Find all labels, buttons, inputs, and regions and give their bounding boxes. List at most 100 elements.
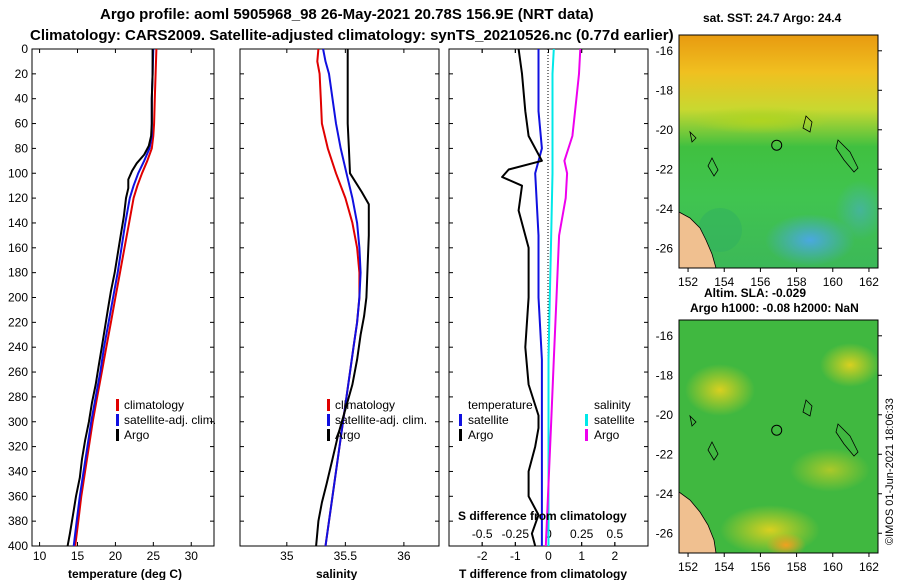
t-difference-tick-label: -1: [510, 549, 521, 563]
map-lat-tick-label: -16: [656, 44, 674, 58]
sst-map-axes: 152 154 156 158 160 162 -16 -18 -20 -22 -24 -26: [656, 44, 882, 289]
map-lat-tick-label: -16: [656, 329, 674, 343]
depth-tick-label: 120: [8, 191, 28, 205]
sst-warm-band: [690, 106, 830, 134]
depth-tick-label: 180: [8, 266, 28, 280]
map-lat-tick-label: -22: [656, 447, 674, 461]
legend-title-salinity: salinity: [594, 398, 631, 412]
map-lon-tick-label: 160: [823, 560, 843, 574]
legend-label-t-satellite: satellite: [468, 413, 509, 427]
s-difference-tick-label: 0.5: [606, 527, 623, 541]
depth-tick-label: 300: [8, 415, 28, 429]
argo-position-marker: [771, 139, 783, 151]
imos-credit: ©IMOS 01-Jun-2021 18:06:33: [884, 398, 896, 545]
map-lat-tick-label: -20: [656, 123, 674, 137]
salinity-x-axis: 35 35.5 36: [280, 49, 411, 563]
legend-swatch-argo: [116, 429, 119, 441]
map-lon-tick-label: 162: [859, 275, 879, 289]
depth-tick-label: 200: [8, 291, 28, 305]
legend-label-satellite: satellite-adj. clim.: [124, 413, 216, 427]
temperature-line-climatology: [74, 48, 158, 547]
legend-swatch-climatology: [327, 399, 330, 411]
s-difference-tick-label: 0.25: [570, 527, 594, 541]
map-lat-tick-label: -20: [656, 408, 674, 422]
salinity-legend: climatology satellite-adj. clim. Argo: [327, 398, 427, 442]
map-lon-tick-label: 158: [787, 275, 807, 289]
sst-map-frame: [678, 34, 879, 269]
depth-axis: 0 20 40 60 80 100 120 140 160 180 200 220 240 260 280 3…: [8, 42, 648, 553]
sla-high-patch: [685, 364, 755, 416]
land-australia: [679, 491, 717, 553]
depth-tick-label: 140: [8, 216, 28, 230]
t-difference-tick-label: 0: [545, 549, 552, 563]
depth-tick-label: 360: [8, 489, 28, 503]
legend-swatch-argo: [327, 429, 330, 441]
s-difference-tick-label: -0.25: [502, 527, 530, 541]
legend-swatch-satellite: [116, 414, 119, 426]
t-difference-tick-label: 2: [611, 549, 618, 563]
depth-tick-label: 60: [15, 117, 29, 131]
legend-label-s-satellite: satellite: [594, 413, 635, 427]
land-australia: [679, 211, 717, 268]
depth-tick-label: 280: [8, 390, 28, 404]
temperature-panel: 0204060801001201401601802002202402602803…: [8, 42, 648, 580]
salinity-panel: 35 35.5 36 salinity climatology satellite-…: [239, 48, 440, 580]
map-lon-tick-label: 152: [678, 275, 698, 289]
t-difference-tick-label: -2: [477, 549, 488, 563]
sla-map-title-line-1: Altim. SLA: -0.029: [704, 286, 806, 300]
sst-map-field: [679, 35, 878, 268]
salinity-tick-label: 35.5: [334, 549, 358, 563]
difference-line-salinity-argo: [544, 48, 582, 547]
difference-line-salinity-satellite: [547, 48, 555, 546]
salinity-line-satellite: [322, 48, 362, 547]
sla-high-patch: [820, 343, 878, 387]
legend-swatch-satellite: [327, 414, 330, 426]
reef-contours: [689, 399, 859, 461]
legend-swatch-s-argo: [585, 429, 588, 441]
map-lat-tick-label: -26: [656, 241, 674, 255]
sla-map-title-line-2: Argo h1000: -0.08 h2000: NaN: [690, 301, 859, 315]
depth-tick-label: 80: [15, 141, 29, 155]
map-lat-tick-label: -24: [656, 487, 674, 501]
t-difference-label: T difference from climatology: [459, 567, 627, 580]
depth-tick-label: 400: [8, 539, 28, 553]
map-lat-tick-label: -18: [656, 83, 674, 97]
temperature-tick-label: 15: [71, 549, 85, 563]
reef-contours: [689, 115, 859, 177]
sst-coastal-patch: [698, 208, 742, 252]
temperature-series: [66, 48, 158, 547]
map-lon-tick-label: 162: [859, 560, 879, 574]
temperature-x-axis: 10 15 20 25 30: [33, 49, 198, 563]
depth-tick-label: 240: [8, 340, 28, 354]
difference-series: [501, 48, 582, 547]
depth-tick-label: 340: [8, 464, 28, 478]
map-lat-tick-label: -26: [656, 526, 674, 540]
argo-position-marker: [771, 424, 783, 436]
temperature-frame: [31, 48, 215, 547]
legend-label-climatology: climatology: [124, 398, 184, 412]
temperature-tick-label: 20: [109, 549, 123, 563]
sla-map: Altim. SLA: -0.029 Argo h1000: -0.08 h20…: [656, 286, 882, 574]
s-difference-tick-label: -0.5: [472, 527, 493, 541]
depth-tick-label: 260: [8, 365, 28, 379]
legend-label-argo: Argo: [124, 428, 150, 442]
salinity-line-climatology: [316, 48, 361, 547]
salinity-series: [315, 48, 370, 547]
sla-map-axes: 152 154 156 158 160 162 -16 -18 -20 -22 -24 -26: [656, 329, 882, 574]
legend-label-argo: Argo: [335, 428, 361, 442]
salinity-tick-label: 36: [397, 549, 411, 563]
map-lon-tick-label: 156: [750, 275, 770, 289]
legend-swatch-climatology: [116, 399, 119, 411]
legend-title-temperature: temperature: [468, 398, 533, 412]
difference-line-temperature-argo: [501, 48, 543, 547]
map-lon-tick-label: 152: [678, 560, 698, 574]
map-lat-tick-label: -24: [656, 202, 674, 216]
difference-line-temperature-satellite: [534, 49, 543, 546]
t-difference-tick-label: 1: [578, 549, 585, 563]
temperature-xlabel: temperature (deg C): [68, 567, 182, 580]
depth-tick-label: 220: [8, 315, 28, 329]
sla-high-patch: [790, 448, 870, 492]
depth-tick-label: 20: [15, 67, 29, 81]
depth-tick-label: 0: [21, 42, 28, 56]
legend-swatch-t-argo: [459, 429, 462, 441]
